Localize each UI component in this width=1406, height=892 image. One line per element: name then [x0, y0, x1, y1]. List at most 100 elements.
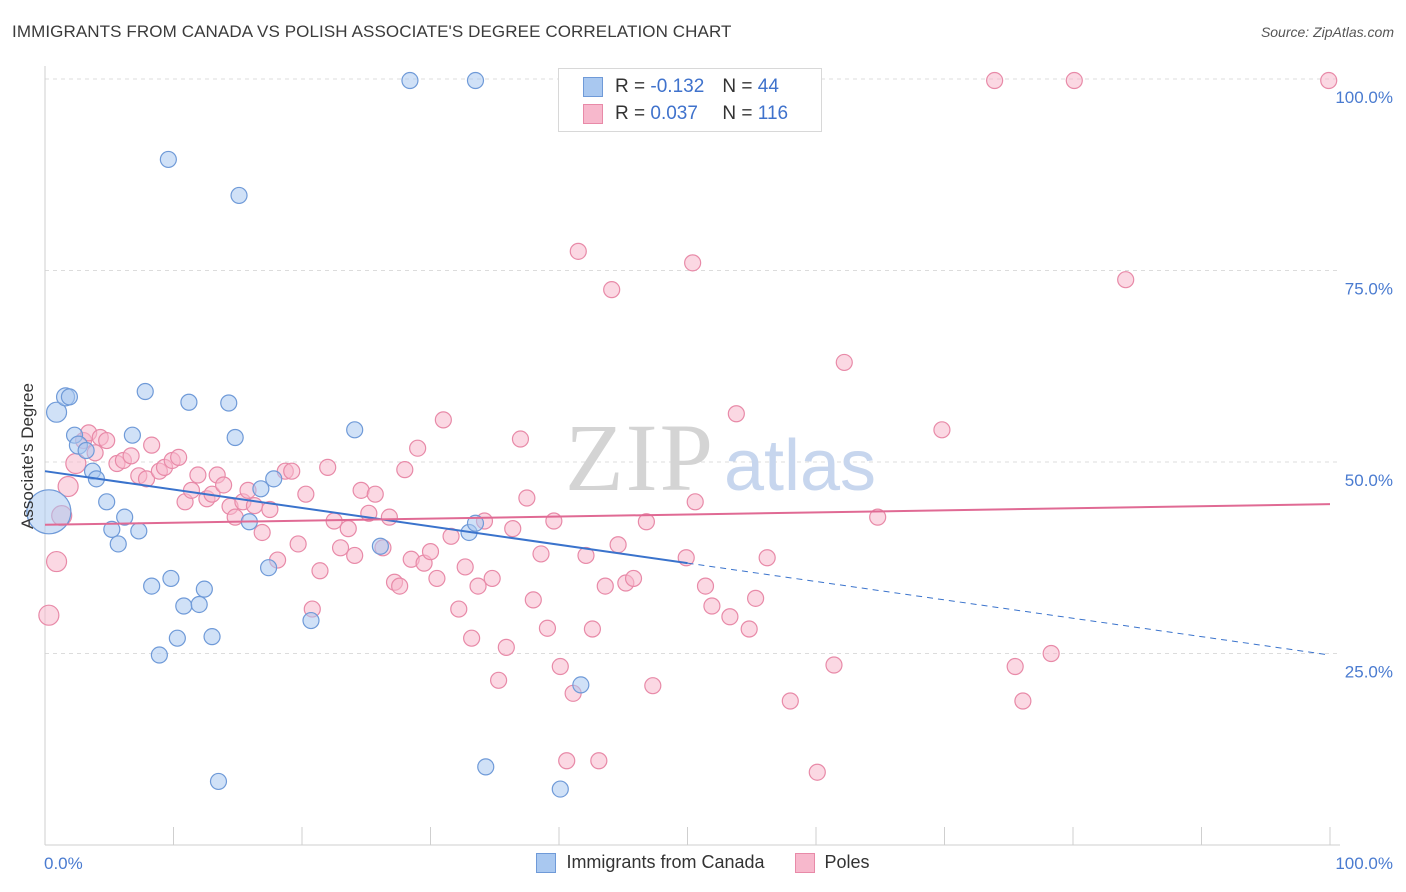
data-point	[259, 559, 278, 577]
data-point	[558, 752, 576, 770]
data-point	[428, 569, 446, 588]
data-point	[624, 569, 643, 588]
legend-n-value: 44	[757, 76, 779, 97]
data-point	[450, 600, 468, 618]
data-point	[331, 539, 350, 557]
data-point	[504, 520, 522, 538]
data-point	[339, 520, 357, 538]
data-point	[122, 447, 140, 465]
data-point	[590, 752, 608, 770]
legend-r-value: -0.132	[650, 76, 705, 97]
data-point	[130, 522, 148, 540]
data-point	[572, 676, 590, 694]
legend-r-label: R =	[615, 76, 646, 97]
data-point	[366, 485, 384, 503]
data-point	[869, 508, 887, 526]
data-point	[252, 480, 270, 498]
data-point	[116, 508, 134, 526]
data-point	[551, 780, 569, 798]
data-point	[380, 508, 398, 526]
data-point	[603, 281, 621, 299]
data-point	[551, 657, 569, 676]
data-point	[77, 441, 95, 460]
legend-n-value: 116	[757, 103, 789, 124]
data-point	[189, 466, 207, 484]
data-point	[703, 597, 721, 615]
data-point	[1042, 644, 1060, 663]
data-point	[401, 71, 419, 90]
data-point	[352, 481, 370, 499]
data-point	[98, 493, 116, 511]
data-point	[434, 411, 452, 429]
data-point	[26, 489, 72, 535]
data-point	[835, 353, 853, 372]
data-point	[346, 546, 364, 565]
data-point	[109, 535, 127, 553]
data-point	[220, 394, 238, 412]
data-point	[524, 591, 542, 609]
data-point	[195, 580, 213, 598]
data-point	[933, 421, 951, 439]
data-point	[346, 421, 364, 439]
y-tick-label: 75.0%	[1345, 280, 1393, 299]
data-point	[825, 656, 843, 674]
data-point	[265, 470, 283, 488]
data-point	[289, 535, 307, 553]
legend-item-poles[interactable]: Poles	[794, 852, 870, 873]
legend-row-poles: R = 0.037 N = 116	[583, 102, 788, 126]
data-point	[596, 577, 614, 595]
data-point	[143, 436, 161, 454]
series-legend: Immigrants from Canada Poles	[0, 852, 1406, 873]
legend-swatch-canada	[536, 852, 557, 873]
axes	[44, 66, 1340, 846]
data-point	[162, 569, 180, 588]
data-point	[190, 595, 208, 614]
data-point	[253, 523, 271, 542]
data-point	[226, 428, 244, 447]
data-point	[532, 545, 550, 563]
data-point	[203, 628, 221, 646]
data-point	[230, 186, 248, 205]
data-point	[60, 388, 79, 406]
trend-line-poles	[44, 503, 1331, 526]
data-point	[143, 577, 161, 595]
data-point	[1006, 657, 1024, 676]
trend-lines	[44, 470, 1331, 656]
legend-r-value: 0.037	[650, 103, 698, 124]
data-point	[577, 546, 595, 565]
trend-line-canada-extension	[687, 562, 1331, 656]
data-point	[545, 512, 563, 530]
y-axis-label: Associate's Degree	[18, 383, 37, 529]
data-point	[168, 629, 186, 647]
data-point	[497, 638, 515, 656]
data-point	[159, 150, 177, 169]
data-point	[609, 536, 627, 554]
data-point	[98, 431, 116, 450]
data-point	[477, 758, 495, 776]
data-point	[371, 537, 389, 555]
data-point	[758, 549, 776, 567]
trend-line-canada	[44, 470, 688, 565]
data-point	[483, 569, 501, 588]
watermark-zip: ZIP	[565, 404, 715, 511]
legend-swatch-canada	[583, 77, 603, 97]
data-point	[319, 458, 337, 476]
data-point	[569, 242, 587, 260]
data-point	[727, 405, 745, 423]
y-tick-label: 25.0%	[1345, 663, 1393, 682]
legend-r-label: R =	[615, 103, 646, 124]
data-point	[456, 558, 474, 576]
data-point	[38, 604, 60, 626]
legend-item-canada[interactable]: Immigrants from Canada	[536, 852, 765, 873]
series-canada	[26, 71, 590, 798]
data-point	[175, 597, 193, 615]
data-point	[302, 611, 320, 630]
watermark: ZIP atlas	[565, 404, 876, 511]
data-point	[463, 629, 481, 647]
data-point	[57, 475, 79, 498]
legend-n-label: N =	[722, 76, 753, 97]
data-point	[1320, 71, 1338, 90]
chart-title: IMMIGRANTS FROM CANADA VS POLISH ASSOCIA…	[12, 22, 732, 41]
legend-swatch-poles	[794, 852, 815, 873]
